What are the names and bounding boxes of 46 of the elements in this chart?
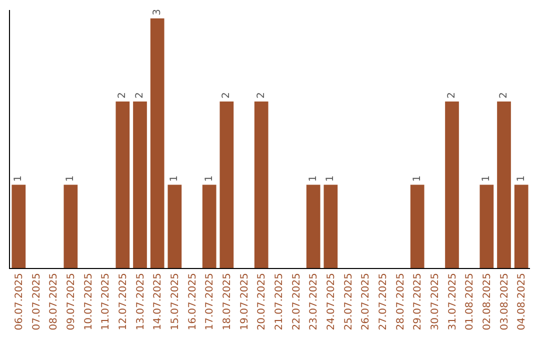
data-label: 1 xyxy=(169,175,180,182)
x-tick-label: 26.07.2025 xyxy=(360,273,372,330)
x-tick-label: 11.07.2025 xyxy=(100,273,112,330)
data-label: 2 xyxy=(256,92,267,99)
x-tick-label: 06.07.2025 xyxy=(14,273,25,330)
x-tick-label: 20.07.2025 xyxy=(256,273,268,330)
data-label: 1 xyxy=(481,175,492,182)
x-tick-label: 02.08.2025 xyxy=(482,273,493,330)
x-tick-label: 28.07.2025 xyxy=(395,273,406,330)
data-label: 1 xyxy=(308,175,319,182)
data-label: 1 xyxy=(65,175,76,182)
x-tick-label: 03.08.2025 xyxy=(499,273,510,330)
data-label: 1 xyxy=(13,175,24,182)
x-tick-label: 14.07.2025 xyxy=(152,273,164,330)
x-tick-label: 13.07.2025 xyxy=(135,273,146,330)
x-tick-label: 30.07.2025 xyxy=(430,273,441,330)
x-tick-label: 09.07.2025 xyxy=(66,273,77,330)
x-tick-label: 21.07.2025 xyxy=(274,273,285,330)
data-label: 1 xyxy=(325,175,336,182)
data-label: 2 xyxy=(446,92,458,99)
data-label: 2 xyxy=(498,92,510,99)
data-label: 1 xyxy=(412,175,423,182)
x-tick-label: 01.08.2025 xyxy=(464,273,476,330)
x-tick-label: 17.07.2025 xyxy=(204,273,216,330)
data-label: 2 xyxy=(221,92,232,99)
data-label: 3 xyxy=(152,8,163,16)
x-tick-label: 04.08.2025 xyxy=(516,273,528,330)
x-tick-label: 15.07.2025 xyxy=(170,273,181,330)
data-label: 2 xyxy=(134,92,146,99)
x-tick-label: 29.07.2025 xyxy=(412,273,424,330)
x-tick-label: 10.07.2025 xyxy=(83,273,94,330)
x-tick-label: 27.07.2025 xyxy=(378,273,389,330)
x-tick-label: 31.07.2025 xyxy=(447,273,458,330)
x-tick-label: 08.07.2025 xyxy=(48,273,60,330)
x-tick-label: 12.07.2025 xyxy=(118,273,129,330)
x-tick-label: 19.07.2025 xyxy=(239,273,250,330)
data-label: 1 xyxy=(204,175,215,182)
data-label: 2 xyxy=(117,92,128,99)
x-tick-label: 23.07.2025 xyxy=(308,273,320,330)
x-tick-label: 18.07.2025 xyxy=(222,273,233,330)
x-tick-label: 25.07.2025 xyxy=(343,273,354,330)
data-label: 1 xyxy=(516,175,527,182)
x-tick-label: 16.07.2025 xyxy=(187,273,198,330)
x-tick-label: 07.07.2025 xyxy=(31,273,42,330)
x-tick-label: 22.07.2025 xyxy=(291,273,302,330)
x-tick-label: 24.07.2025 xyxy=(326,273,337,330)
